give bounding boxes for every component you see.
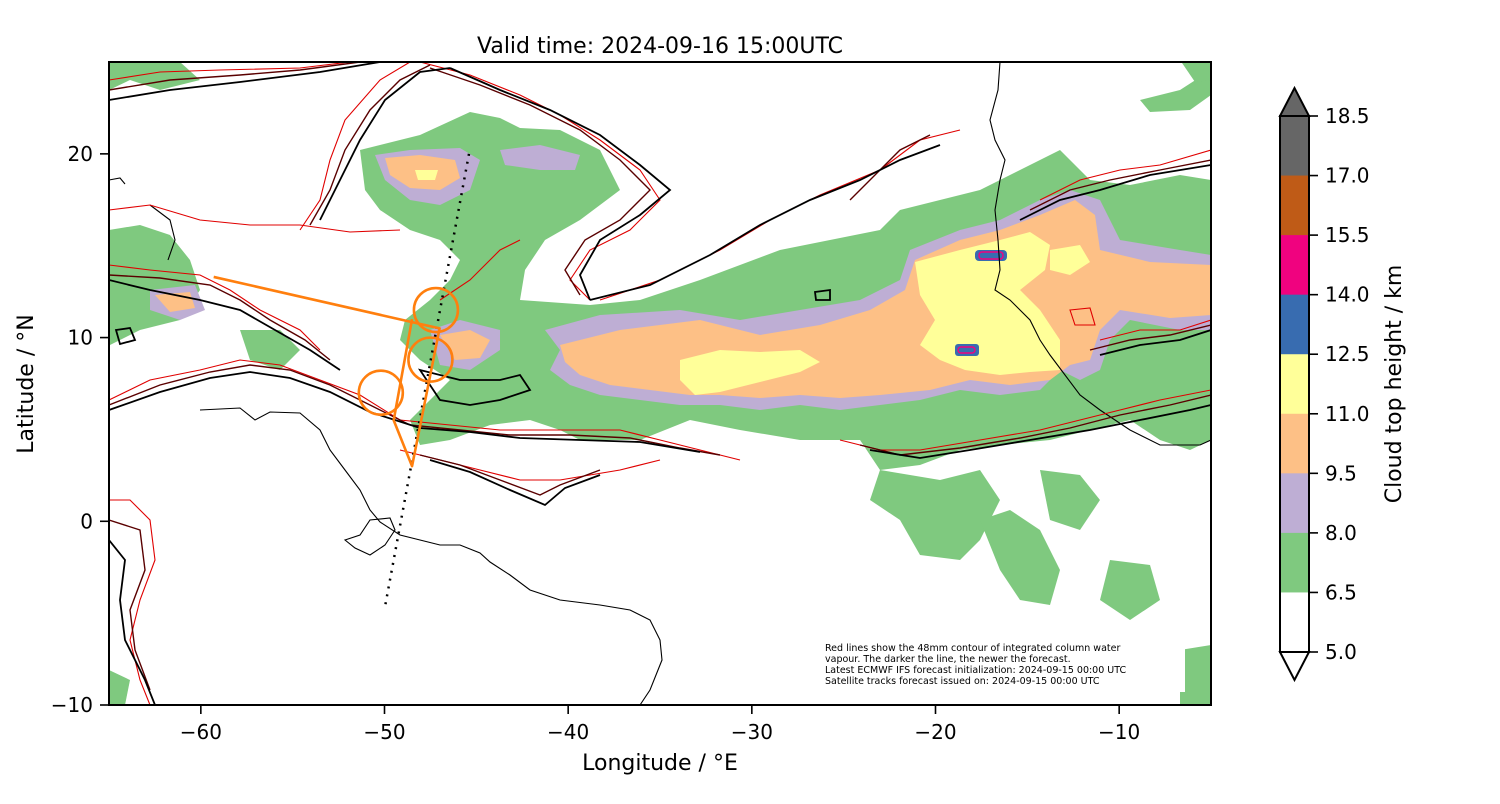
colorbar-frame — [1279, 115, 1310, 653]
water-vapour-contours — [109, 62, 1211, 705]
flight-track — [213, 275, 460, 468]
annotation-line-1: Red lines show the 48mm contour of integ… — [825, 643, 1120, 654]
y-tick-label: 0 — [80, 509, 93, 533]
y-tick-label: −10 — [51, 693, 93, 717]
y-tick-label: 10 — [68, 326, 93, 350]
colorbar-tick-label: 6.5 — [1325, 580, 1357, 604]
x-axis-ticks: −60 −50 −40 −30 −20 −10 — [180, 705, 1140, 744]
annotation-line-4: Satellite tracks forecast issued on: 202… — [825, 676, 1100, 687]
annotation-line-3: Latest ECMWF IFS forecast initialization… — [825, 665, 1126, 676]
colorbar-tick-label: 17.0 — [1325, 164, 1370, 188]
colorbar-segment — [1280, 116, 1309, 177]
flight-circle-north — [412, 286, 460, 334]
colorbar-segment — [1280, 413, 1309, 474]
colorbar-extend-max — [1278, 85, 1311, 117]
colorbar-segment — [1280, 592, 1309, 653]
x-tick-label: −50 — [363, 720, 405, 744]
colorbar-extend-min — [1278, 651, 1311, 683]
colorbar-segment — [1280, 354, 1309, 415]
cloud-level-11-12_5 — [415, 170, 1090, 395]
colorbar-tick-label: 18.5 — [1325, 104, 1370, 128]
colorbar-segment — [1280, 532, 1309, 593]
colorbar-tick-label: 8.0 — [1325, 521, 1357, 545]
colorbar-tick-label: 5.0 — [1325, 640, 1357, 664]
annotation-line-2: vapour. The darker the line, the newer t… — [825, 654, 1071, 665]
y-axis-ticks: 20 10 0 −10 — [51, 142, 109, 717]
x-tick-label: −20 — [914, 720, 956, 744]
axes-frame — [108, 61, 1212, 706]
cloud-level-14-15_5 — [957, 251, 1004, 354]
colorbar-tick-label: 14.0 — [1325, 283, 1370, 307]
colorbar-tick-label: 11.0 — [1325, 402, 1370, 426]
colorbar-segment — [1280, 473, 1309, 534]
flight-path-line — [213, 275, 441, 468]
colorbar-segment — [1280, 175, 1309, 236]
colorbar-segment — [1280, 294, 1309, 355]
colorbar-tick-label: 12.5 — [1325, 342, 1370, 366]
colorbar-label: Cloud top height / km — [1382, 265, 1407, 504]
map-title: Valid time: 2024-09-16 15:00UTC — [477, 34, 843, 59]
y-axis-label: Latitude / °N — [14, 314, 39, 453]
y-tick-label: 20 — [68, 142, 93, 166]
x-tick-label: −30 — [731, 720, 773, 744]
x-tick-label: −10 — [1098, 720, 1140, 744]
x-tick-label: −40 — [547, 720, 589, 744]
x-axis-label: Longitude / °E — [582, 751, 738, 776]
x-tick-label: −60 — [180, 720, 222, 744]
colorbar-tick-label: 9.5 — [1325, 461, 1357, 485]
colorbar-tick-label: 15.5 — [1325, 223, 1370, 247]
cloud-top-height-field — [109, 62, 1211, 705]
flight-circle-middle — [407, 336, 454, 383]
colorbar: 18.5 17.0 15.5 14.0 12.5 11.0 9.5 8.0 6.5 5.0 — [1278, 85, 1370, 683]
flight-circle-south — [357, 369, 405, 416]
annotation-box: Red lines show the 48mm contour of integ… — [820, 640, 1185, 692]
map-area: Red lines show the 48mm contour of integ… — [109, 62, 1211, 705]
colorbar-segment — [1280, 235, 1309, 296]
